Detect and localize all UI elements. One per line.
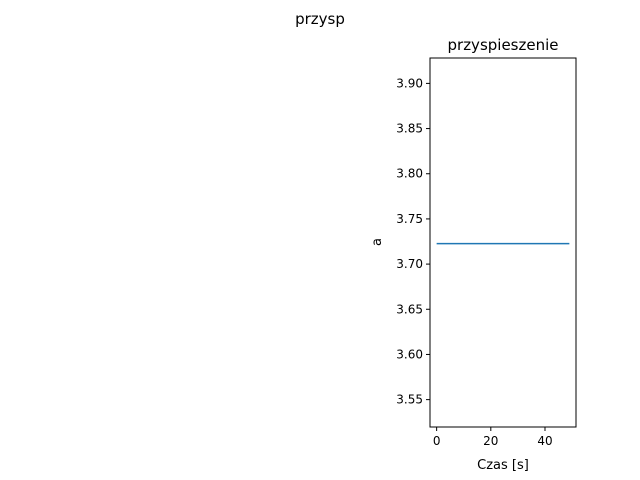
x-axis-label: Czas [s] xyxy=(477,458,529,473)
x-tick-label: 20 xyxy=(483,434,498,448)
x-tick-label: 40 xyxy=(537,434,552,448)
y-tick-label: 3.85 xyxy=(396,122,423,136)
x-tick-label: 0 xyxy=(433,434,441,448)
y-tick-label: 3.70 xyxy=(396,257,423,271)
y-tick-label: 3.75 xyxy=(396,212,423,226)
y-tick-label: 3.90 xyxy=(396,76,423,90)
y-tick-label: 3.80 xyxy=(396,167,423,181)
plot-area: 0 20 40 3.55 3.60 3.65 3.70 3.75 3.80 3.85 3.90 xyxy=(396,76,570,448)
y-tick-label: 3.55 xyxy=(396,393,423,407)
y-axis-label: a xyxy=(370,238,385,246)
figure-suptitle: przysp xyxy=(295,10,345,28)
y-tick-label: 3.65 xyxy=(396,302,423,316)
y-tick-label: 3.60 xyxy=(396,347,423,361)
axes-frame xyxy=(429,57,577,428)
chart-title: przyspieszenie xyxy=(448,36,559,54)
